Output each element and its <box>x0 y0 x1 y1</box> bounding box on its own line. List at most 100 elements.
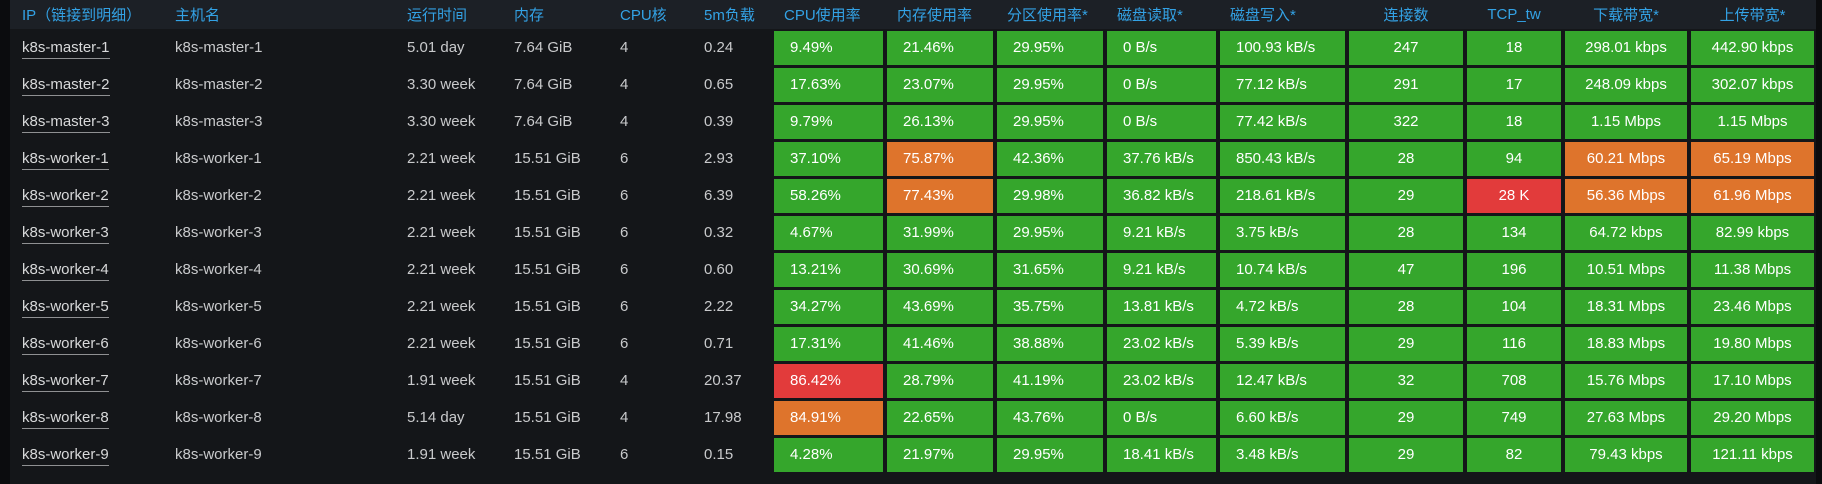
cell-download-bw: 18.31 Mbps <box>1563 288 1689 325</box>
tcp-tw-value-badge: 134 <box>1467 215 1561 250</box>
cell-disk-write: 218.61 kB/s <box>1218 177 1347 214</box>
column-header-tcp-tw[interactable]: TCP_tw <box>1465 0 1563 29</box>
cpu-usage-value-badge: 34.27% <box>774 289 883 324</box>
disk-write-value-badge: 3.75 kB/s <box>1220 215 1345 250</box>
cell-connections: 29 <box>1347 436 1465 473</box>
upload-bw-value-badge: 121.11 kbps <box>1691 437 1814 472</box>
column-header-cpu-usage[interactable]: CPU使用率 <box>772 0 885 29</box>
column-header-uptime[interactable]: 运行时间 <box>395 0 502 29</box>
ip-detail-link[interactable]: k8s-worker-6 <box>22 335 109 355</box>
cell-load-5m: 20.37 <box>704 372 742 389</box>
cell-cpu-cores: 4 <box>620 76 629 93</box>
cell-disk-read: 0 B/s <box>1105 399 1218 436</box>
cell-load-5m: 0.60 <box>704 261 734 278</box>
mem-usage-value-badge: 41.46% <box>887 326 993 361</box>
cell-load-5m: 0.39 <box>704 113 734 130</box>
cell-disk-read: 23.02 kB/s <box>1105 362 1218 399</box>
table-row: k8s-worker-6 k8s-worker-6 2.21 week 15.51 G… <box>10 325 1816 362</box>
column-header-memory[interactable]: 内存 <box>502 0 608 29</box>
cell-partition-usage: 35.75% <box>995 288 1105 325</box>
upload-bw-value-badge: 1.15 Mbps <box>1691 104 1814 139</box>
disk-write-value-badge: 77.12 kB/s <box>1220 67 1345 102</box>
cell-hostname: k8s-worker-7 <box>175 372 262 389</box>
ip-detail-link[interactable]: k8s-worker-2 <box>22 187 109 207</box>
cell-cpu-cores: 4 <box>620 113 629 130</box>
cell-upload-bw: 82.99 kbps <box>1689 214 1816 251</box>
cell-memory: 15.51 GiB <box>514 335 581 352</box>
column-header-disk-read[interactable]: 磁盘读取* <box>1105 0 1218 29</box>
ip-detail-link[interactable]: k8s-master-2 <box>22 76 110 96</box>
cpu-usage-value-badge: 84.91% <box>774 400 883 435</box>
ip-detail-link[interactable]: k8s-worker-3 <box>22 224 109 244</box>
partition-usage-value-badge: 31.65% <box>997 252 1103 287</box>
column-header-disk-write[interactable]: 磁盘写入* <box>1218 0 1347 29</box>
cell-partition-usage: 29.95% <box>995 436 1105 473</box>
mem-usage-value-badge: 22.65% <box>887 400 993 435</box>
tcp-tw-value-badge: 17 <box>1467 67 1561 102</box>
table-header-row: IP（链接到明细） 主机名 运行时间 内存 CPU核 5m负载 CPU使用率 内存使用率 分区使… <box>10 0 1816 29</box>
cell-upload-bw: 29.20 Mbps <box>1689 399 1816 436</box>
cell-ip: k8s-worker-8 <box>10 399 163 436</box>
ip-detail-link[interactable]: k8s-worker-9 <box>22 446 109 466</box>
cell-ip: k8s-worker-3 <box>10 214 163 251</box>
cell-download-bw: 79.43 kbps <box>1563 436 1689 473</box>
ip-detail-link[interactable]: k8s-worker-1 <box>22 150 109 170</box>
cell-cpu-usage: 9.79% <box>772 103 885 140</box>
cell-load-5m: 0.24 <box>704 39 734 56</box>
cell-ip: k8s-worker-7 <box>10 362 163 399</box>
cell-disk-read: 0 B/s <box>1105 66 1218 103</box>
cell-download-bw: 1.15 Mbps <box>1563 103 1689 140</box>
ip-detail-link[interactable]: k8s-worker-8 <box>22 409 109 429</box>
ip-detail-link[interactable]: k8s-worker-5 <box>22 298 109 318</box>
connections-value-badge: 28 <box>1349 215 1463 250</box>
cell-hostname: k8s-worker-8 <box>175 409 262 426</box>
cell-cpu-usage: 4.67% <box>772 214 885 251</box>
disk-write-value-badge: 100.93 kB/s <box>1220 30 1345 65</box>
column-header-upload-bw[interactable]: 上传带宽* <box>1689 0 1816 29</box>
cell-connections: 29 <box>1347 177 1465 214</box>
cell-hostname: k8s-worker-4 <box>175 261 262 278</box>
cell-tcp-tw: 749 <box>1465 399 1563 436</box>
cell-cpu-usage: 34.27% <box>772 288 885 325</box>
column-header-mem-usage[interactable]: 内存使用率 <box>885 0 995 29</box>
cell-cpu-cores: 6 <box>620 335 629 352</box>
cell-hostname: k8s-worker-6 <box>175 335 262 352</box>
table-row: k8s-worker-5 k8s-worker-5 2.21 week 15.51 G… <box>10 288 1816 325</box>
table-row: k8s-worker-2 k8s-worker-2 2.21 week 15.51 G… <box>10 177 1816 214</box>
column-header-cpu-cores[interactable]: CPU核 <box>608 0 692 29</box>
table-row: k8s-worker-8 k8s-worker-8 5.14 day 15.51 Gi… <box>10 399 1816 436</box>
partition-usage-value-badge: 43.76% <box>997 400 1103 435</box>
column-header-ip[interactable]: IP（链接到明细） <box>10 0 163 29</box>
upload-bw-value-badge: 61.96 Mbps <box>1691 178 1814 213</box>
cell-upload-bw: 1.15 Mbps <box>1689 103 1816 140</box>
disk-read-value-badge: 13.81 kB/s <box>1107 289 1216 324</box>
ip-detail-link[interactable]: k8s-master-1 <box>22 39 110 59</box>
cpu-usage-value-badge: 17.31% <box>774 326 883 361</box>
ip-detail-link[interactable]: k8s-worker-7 <box>22 372 109 392</box>
column-header-partition-usage[interactable]: 分区使用率* <box>995 0 1105 29</box>
partition-usage-value-badge: 38.88% <box>997 326 1103 361</box>
cell-partition-usage: 38.88% <box>995 325 1105 362</box>
cell-ip: k8s-master-3 <box>10 103 163 140</box>
cpu-usage-value-badge: 13.21% <box>774 252 883 287</box>
cell-partition-usage: 29.95% <box>995 214 1105 251</box>
table-row: k8s-worker-7 k8s-worker-7 1.91 week 15.51 G… <box>10 362 1816 399</box>
column-header-download-bw[interactable]: 下载带宽* <box>1563 0 1689 29</box>
cell-hostname: k8s-worker-5 <box>175 298 262 315</box>
cell-load-5m: 17.98 <box>704 409 742 426</box>
cell-mem-usage: 75.87% <box>885 140 995 177</box>
cell-uptime: 2.21 week <box>407 335 476 352</box>
column-header-hostname[interactable]: 主机名 <box>163 0 395 29</box>
column-header-load-5m[interactable]: 5m负载 <box>692 0 772 29</box>
column-header-connections[interactable]: 连接数 <box>1347 0 1465 29</box>
cell-connections: 28 <box>1347 214 1465 251</box>
cell-hostname: k8s-worker-9 <box>175 446 262 463</box>
download-bw-value-badge: 248.09 kbps <box>1565 67 1687 102</box>
cell-tcp-tw: 196 <box>1465 251 1563 288</box>
cell-uptime: 1.91 week <box>407 446 476 463</box>
ip-detail-link[interactable]: k8s-worker-4 <box>22 261 109 281</box>
partition-usage-value-badge: 29.95% <box>997 104 1103 139</box>
cell-disk-read: 0 B/s <box>1105 29 1218 66</box>
connections-value-badge: 47 <box>1349 252 1463 287</box>
ip-detail-link[interactable]: k8s-master-3 <box>22 113 110 133</box>
